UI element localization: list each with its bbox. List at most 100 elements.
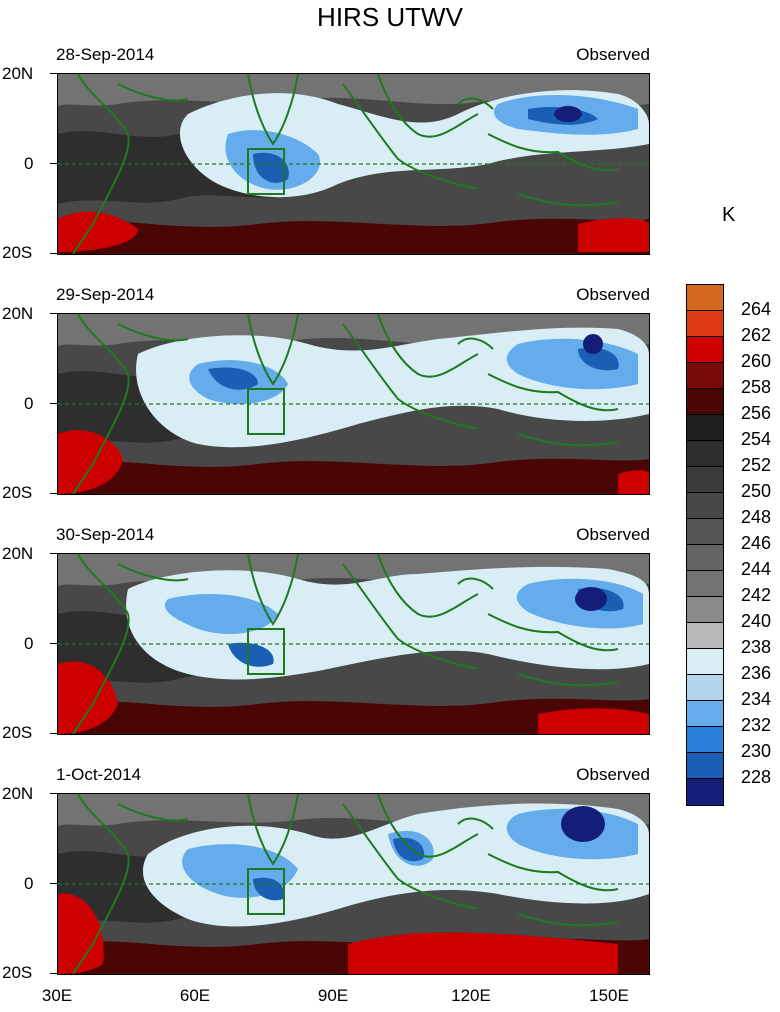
lon-label-120e: 120E: [451, 986, 491, 1005]
colorbar-cell: [686, 570, 724, 598]
lat-label-0: 0: [24, 154, 34, 173]
field-moist-deep: [208, 347, 619, 390]
colorbar-label: 244: [741, 559, 772, 579]
field-moist-core: [561, 806, 605, 842]
colorbar-cell: [686, 388, 724, 416]
panel-status: Observed: [576, 525, 650, 544]
colorbar-cell: [686, 336, 724, 364]
colorbar-cell: [686, 648, 724, 676]
panel-date: 29-Sep-2014: [56, 285, 155, 304]
coastlines: [72, 74, 619, 254]
field-red-core: [58, 211, 649, 252]
coast-africa: [72, 794, 130, 974]
colorbar-label: 254: [741, 429, 772, 449]
colorbar-label: 252: [741, 455, 772, 475]
coast-indochina: [377, 74, 479, 138]
utwv-map: [57, 793, 650, 975]
panel-date: 1-Oct-2014: [56, 765, 142, 784]
tick-0: [50, 883, 57, 884]
map-svg: [58, 794, 649, 974]
field-moist-mid: [189, 338, 639, 404]
colorbar-label: 250: [741, 481, 772, 501]
lat-label-0: 0: [24, 634, 34, 653]
lat-label-20s: 20S: [2, 243, 33, 262]
coast-africa: [72, 314, 130, 494]
coast-borneo-sulawesi: [487, 613, 619, 652]
field-red-core: [58, 893, 618, 974]
panel-status: Observed: [576, 285, 650, 304]
field-south-band: [58, 458, 649, 494]
colorbar-cell: [686, 674, 724, 702]
tick-20s: [50, 733, 57, 734]
colorbar-label: 236: [741, 663, 772, 683]
lat-label-20n: 20N: [2, 784, 34, 803]
coast-borneo-sulawesi: [487, 373, 619, 412]
field-moist-core: [583, 334, 603, 354]
tick-20n: [50, 73, 57, 74]
colorbar-cell: [686, 310, 724, 338]
lat-label-20s: 20S: [2, 483, 33, 502]
colorbar-label: 246: [741, 533, 772, 553]
lat-label-20s: 20S: [2, 963, 33, 982]
colorbar-cell: [686, 362, 724, 390]
field-moist-core: [554, 106, 582, 122]
coast-africa: [72, 74, 130, 254]
colorbar-cell: [686, 440, 724, 468]
colorbar-label: 232: [741, 715, 772, 735]
lat-label-20n: 20N: [2, 544, 34, 563]
tick-20s: [50, 253, 57, 254]
coast-java-timor: [517, 193, 619, 207]
colorbar-cell: [686, 700, 724, 728]
field-south-band: [58, 698, 649, 734]
coast-india: [247, 314, 299, 386]
colorbar-cell: [686, 622, 724, 650]
colorbar-label: 262: [741, 325, 772, 345]
field-red-core: [58, 661, 649, 734]
tick-20s: [50, 973, 57, 974]
colorbar-cell: [686, 544, 724, 572]
lon-label-60e: 60E: [179, 986, 211, 1005]
colorbar-cell: [686, 414, 724, 442]
coastlines: [72, 314, 619, 494]
reference-box: [247, 868, 285, 915]
lon-label-30e: 30E: [41, 986, 73, 1005]
panel-status: Observed: [576, 45, 650, 64]
colorbar-cell: [686, 492, 724, 520]
lat-label-0: 0: [24, 394, 34, 413]
tick-0: [50, 163, 57, 164]
colorbar-label: 234: [741, 689, 772, 709]
colorbar-cell: [686, 596, 724, 624]
coast-sumatra: [342, 803, 479, 910]
coast-india: [247, 554, 299, 626]
panel-date: 28-Sep-2014: [56, 45, 155, 64]
coast-philippines: [457, 817, 494, 830]
map-svg: [58, 314, 649, 494]
tick-20s: [50, 493, 57, 494]
reference-box: [247, 628, 285, 675]
coast-arabia: [117, 803, 189, 822]
colorbar-cell: [686, 752, 724, 780]
field-moist-mid: [164, 578, 644, 634]
coast-java-timor: [517, 433, 619, 447]
coast-philippines: [457, 577, 494, 590]
coast-philippines: [457, 97, 494, 110]
coastlines: [72, 554, 619, 734]
colorbar-cell: [686, 778, 724, 806]
coast-indochina: [377, 314, 479, 378]
colorbar-label: 230: [741, 741, 772, 761]
tick-20n: [50, 553, 57, 554]
lon-label-150e: 150E: [589, 986, 629, 1005]
tick-20n: [50, 313, 57, 314]
coast-sumatra: [342, 563, 479, 670]
figure-title: HIRS UTWV: [317, 2, 463, 32]
colorbar-label: 260: [741, 351, 772, 371]
utwv-map: [57, 553, 650, 735]
map-svg: [58, 74, 649, 254]
reference-box: [247, 388, 285, 435]
colorbar-cell: [686, 726, 724, 754]
coast-philippines: [457, 337, 494, 350]
coast-india: [247, 74, 299, 146]
panel-status: Observed: [576, 765, 650, 784]
lat-label-20s: 20S: [2, 723, 33, 742]
colorbar-label: 238: [741, 637, 772, 657]
